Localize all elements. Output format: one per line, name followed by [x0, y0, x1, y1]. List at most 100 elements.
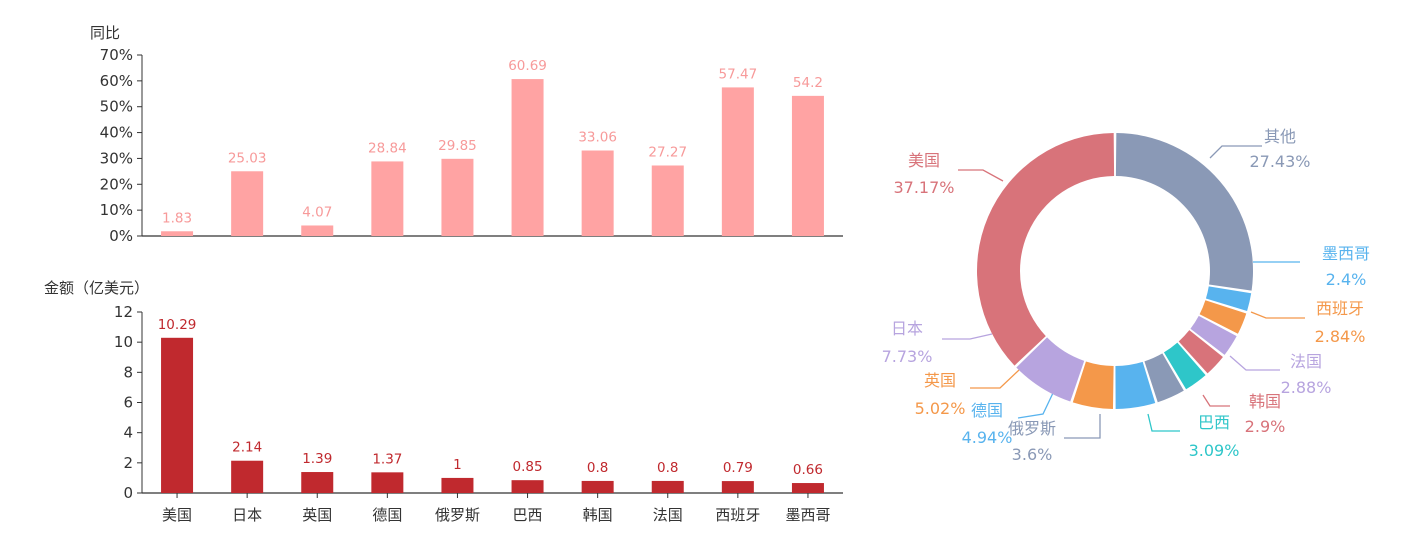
y-tick-label: 60%: [100, 72, 133, 90]
bar-墨西哥: [791, 95, 824, 237]
leader-line: [958, 169, 1004, 182]
donut-slice-美国: [977, 133, 1115, 366]
bar-英国: [301, 472, 334, 493]
slice-name-label: 德国: [971, 401, 1003, 420]
bar-英国: [301, 225, 334, 236]
amount-axis-title: 金额（亿美元）: [44, 279, 149, 297]
bar-value-label: 0.66: [793, 462, 823, 478]
x-tick-label: 巴西: [513, 506, 543, 524]
bar-value-label: 57.47: [719, 66, 758, 82]
slice-name-label: 巴西: [1198, 413, 1230, 432]
bar-日本: [231, 171, 264, 236]
bar-value-label: 10.29: [158, 317, 197, 333]
x-tick-label: 法国: [653, 506, 683, 524]
slice-name-label: 日本: [891, 319, 923, 338]
slice-name-label: 西班牙: [1316, 299, 1364, 318]
leader-line: [1229, 355, 1280, 371]
donut-slice-其他: [1115, 133, 1253, 291]
slice-percent-label: 2.9%: [1245, 417, 1286, 436]
bar-德国: [371, 161, 404, 236]
leader-line: [970, 369, 1020, 389]
slice-percent-label: 3.09%: [1189, 441, 1240, 460]
y-tick-label: 0: [123, 484, 133, 502]
amount-bar-chart: 金额（亿美元） 0 2 4 6 8 10 12 10.29 美国 2.14 日本 1.39 英国 1.37…: [44, 279, 843, 524]
slice-name-label: 俄罗斯: [1008, 419, 1056, 438]
donut-slice-日本: [1016, 337, 1085, 402]
donut-slice-德国: [1115, 361, 1156, 409]
slice-name-label: 英国: [924, 371, 956, 390]
y-tick-label: 40%: [100, 124, 133, 142]
y-tick-label: 10%: [100, 201, 133, 219]
leader-line: [1250, 311, 1305, 319]
bar-value-label: 29.85: [438, 138, 477, 154]
slice-percent-label: 2.88%: [1281, 378, 1332, 397]
bar-value-label: 28.84: [368, 140, 407, 156]
bar-日本: [231, 460, 264, 493]
slice-name-label: 其他: [1264, 127, 1296, 146]
slice-percent-label: 37.17%: [893, 178, 954, 197]
bar-value-label: 60.69: [508, 58, 547, 74]
bar-value-label: 0.8: [657, 460, 678, 476]
donut-slice-巴西: [1163, 342, 1206, 390]
y-tick-label: 20%: [100, 175, 133, 193]
slice-percent-label: 3.6%: [1012, 445, 1053, 464]
bar-value-label: 1.83: [162, 210, 192, 226]
y-tick-label: 70%: [100, 46, 133, 64]
x-tick-label: 日本: [232, 506, 262, 524]
bar-value-label: 2.14: [232, 440, 262, 456]
x-tick-label: 德国: [372, 506, 402, 524]
bar-value-label: 0.8: [587, 460, 608, 476]
bar-德国: [371, 472, 404, 493]
bar-韩国: [581, 480, 614, 493]
leader-line: [1017, 392, 1054, 419]
x-tick-label: 韩国: [583, 506, 613, 524]
y-tick-label: 2: [123, 454, 133, 472]
bar-value-label: 1.39: [302, 451, 332, 467]
slice-percent-label: 7.73%: [882, 347, 933, 366]
slice-name-label: 美国: [908, 151, 940, 170]
slice-name-label: 墨西哥: [1322, 244, 1370, 263]
share-donut-chart: 其他 27.43% 墨西哥 2.4% 西班牙 2.84% 法国 2.88%韩国 2.9% 巴西 3.…: [882, 127, 1370, 464]
bar-value-label: 1.37: [372, 451, 402, 467]
yoy-bar-chart: 同比 0% 10% 20% 30% 40% 50% 60% 70% 1.83 25.03 4.07 2…: [90, 24, 843, 245]
donut-slice-俄罗斯: [1144, 353, 1184, 403]
slice-name-label: 法国: [1290, 352, 1322, 371]
slice-percent-label: 4.94%: [962, 428, 1013, 447]
leader-line: [1209, 145, 1262, 159]
bar-西班牙: [721, 481, 754, 493]
y-tick-label: 8: [123, 363, 133, 381]
bar-法国: [651, 165, 684, 236]
bar-value-label: 25.03: [228, 150, 267, 166]
bar-美国: [161, 337, 194, 493]
y-tick-label: 0%: [109, 227, 133, 245]
y-tick-label: 6: [123, 394, 133, 412]
slice-name-label: 韩国: [1249, 392, 1281, 411]
y-tick-label: 10: [114, 333, 133, 351]
slice-percent-label: 2.4%: [1326, 270, 1367, 289]
slice-percent-label: 2.84%: [1315, 327, 1366, 346]
bar-value-label: 0.79: [723, 460, 753, 476]
bar-value-label: 4.07: [302, 204, 332, 220]
bar-法国: [651, 480, 684, 493]
bar-俄罗斯: [441, 158, 474, 236]
donut-slice-西班牙: [1199, 300, 1247, 334]
y-tick-label: 50%: [100, 98, 133, 116]
slice-percent-label: 27.43%: [1249, 152, 1310, 171]
bar-value-label: 1: [453, 457, 462, 473]
bar-巴西: [511, 480, 544, 493]
x-tick-label: 俄罗斯: [435, 506, 480, 524]
bar-韩国: [581, 150, 614, 236]
x-tick-label: 英国: [302, 506, 332, 524]
bar-墨西哥: [791, 483, 824, 493]
yoy-axis-title: 同比: [90, 24, 120, 42]
bar-value-label: 27.27: [648, 144, 687, 160]
x-tick-label: 西班牙: [715, 506, 760, 524]
y-tick-label: 30%: [100, 149, 133, 167]
x-tick-label: 墨西哥: [785, 506, 830, 524]
y-tick-label: 12: [114, 303, 133, 321]
bar-美国: [161, 231, 194, 236]
leader-line: [942, 333, 993, 340]
bar-value-label: 54.2: [793, 75, 823, 91]
leader-line: [1202, 394, 1230, 407]
